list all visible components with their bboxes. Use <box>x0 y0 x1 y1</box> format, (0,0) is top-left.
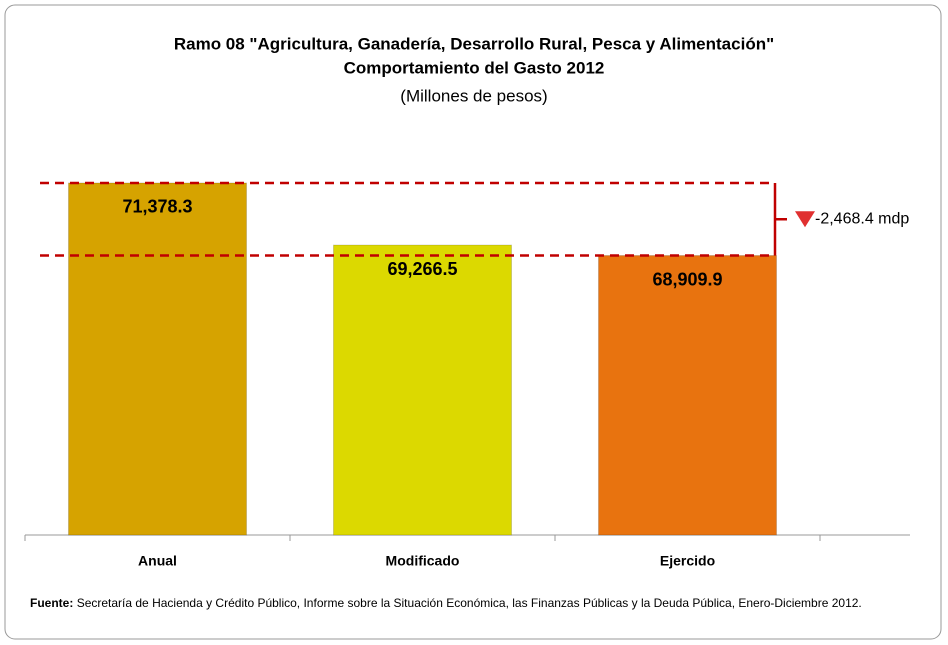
x-tick-label: Anual <box>138 553 177 569</box>
source: Fuente: Secretaría de Hacienda y Crédito… <box>30 594 930 612</box>
x-tick-label: Modificado <box>386 553 460 569</box>
chart-title: Ramo 08 "Agricultura, Ganadería, Desarro… <box>174 34 774 53</box>
source-label: Fuente: <box>30 596 74 610</box>
value-label: 71,378.3 <box>122 197 192 217</box>
chart-subtitle: Comportamiento del Gasto 2012 <box>344 58 605 77</box>
annotation: -2,468.4 mdp <box>815 210 909 227</box>
bracket <box>773 182 787 256</box>
bar <box>68 182 247 536</box>
value-label: 68,909.9 <box>652 269 722 289</box>
bar <box>598 255 777 536</box>
source-text: Secretaría de Hacienda y Crédito Público… <box>76 596 862 610</box>
units: (Millones de pesos) <box>400 86 547 105</box>
bar <box>333 244 512 536</box>
down-triangle <box>795 211 815 228</box>
value-label: 69,266.5 <box>387 259 457 279</box>
x-tick-label: Ejercido <box>660 553 715 569</box>
